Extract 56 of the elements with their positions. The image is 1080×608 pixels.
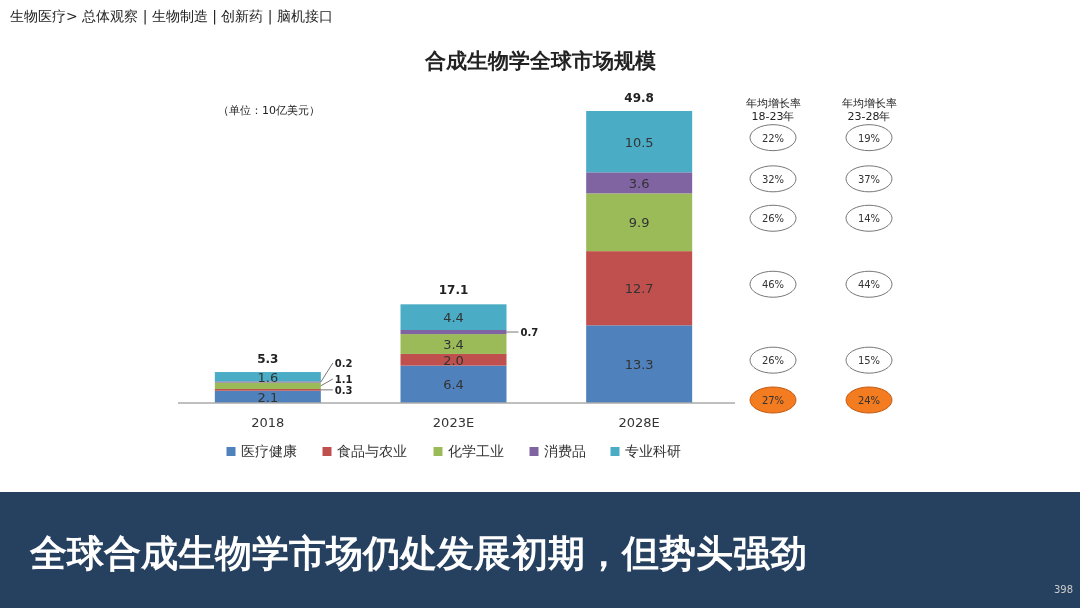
bar [400, 334, 507, 354]
text: 398 [1053, 584, 1073, 595]
data-label: 4.4 [443, 310, 464, 326]
bar [400, 353, 507, 366]
bar [400, 365, 507, 403]
text: 26% [761, 213, 785, 225]
bar [586, 325, 693, 403]
bar [400, 330, 507, 335]
data-label: 2.0 [443, 352, 464, 368]
data-label: 6.4 [443, 377, 464, 393]
data-label: 3.6 [628, 175, 650, 191]
total-label: 5.3 [257, 352, 279, 367]
data-label: 0.2 [334, 358, 353, 369]
text: 年均增长率 18-23年 [745, 97, 801, 123]
data-label: 2.1 [257, 389, 279, 405]
bar [214, 382, 321, 389]
text: 46% [761, 279, 785, 291]
bar [586, 193, 693, 252]
chart-title: 合成生物学全球市场规模 [423, 49, 656, 73]
text: 全球合成生物学市场仍处发展初期，但势头强劲 [29, 532, 807, 575]
x-tick-label: 2018 [251, 415, 285, 430]
annotation: （单位：10亿美元） [218, 104, 320, 117]
text: 37% [857, 173, 881, 185]
text: 27% [761, 395, 785, 406]
bar [586, 111, 693, 173]
text: 24% [857, 395, 881, 406]
text: 生物医疗> 总体观察 | 生物制造 | 创新药 | 脑机接口 [10, 8, 334, 25]
data-label: 10.5 [624, 134, 654, 150]
text: 14% [857, 213, 881, 225]
total-label: 17.1 [438, 283, 469, 298]
data-label: 0.7 [520, 327, 539, 339]
text: 22% [761, 132, 785, 144]
text: 44% [857, 279, 881, 291]
data-label: 0.3 [334, 384, 353, 396]
data-label: 13.3 [624, 357, 654, 373]
legend-label: 化学工业 [447, 443, 504, 459]
text: 19% [857, 132, 881, 144]
bar [586, 251, 693, 326]
data-label: 1.6 [257, 369, 279, 385]
x-tick-label: 2028E [618, 415, 660, 430]
text: 32% [761, 173, 785, 185]
bar [586, 172, 693, 194]
legend-label: 专业科研 [624, 443, 681, 459]
bar [400, 304, 507, 330]
legend-label: 食品与农业 [336, 443, 407, 459]
data-label: 3.4 [443, 337, 464, 353]
text: 年均增长率 23-28年 [841, 97, 897, 123]
data-label: 1.1 [334, 374, 353, 385]
data-label: 9.9 [628, 215, 650, 231]
text: 26% [761, 355, 785, 367]
total-label: 49.8 [624, 91, 654, 105]
legend-label: 消费品 [543, 443, 586, 459]
data-label: 12.7 [624, 281, 654, 297]
text: 15% [857, 355, 881, 367]
x-tick-label: 2023E [432, 415, 475, 430]
legend-label: 医疗健康 [240, 443, 297, 459]
